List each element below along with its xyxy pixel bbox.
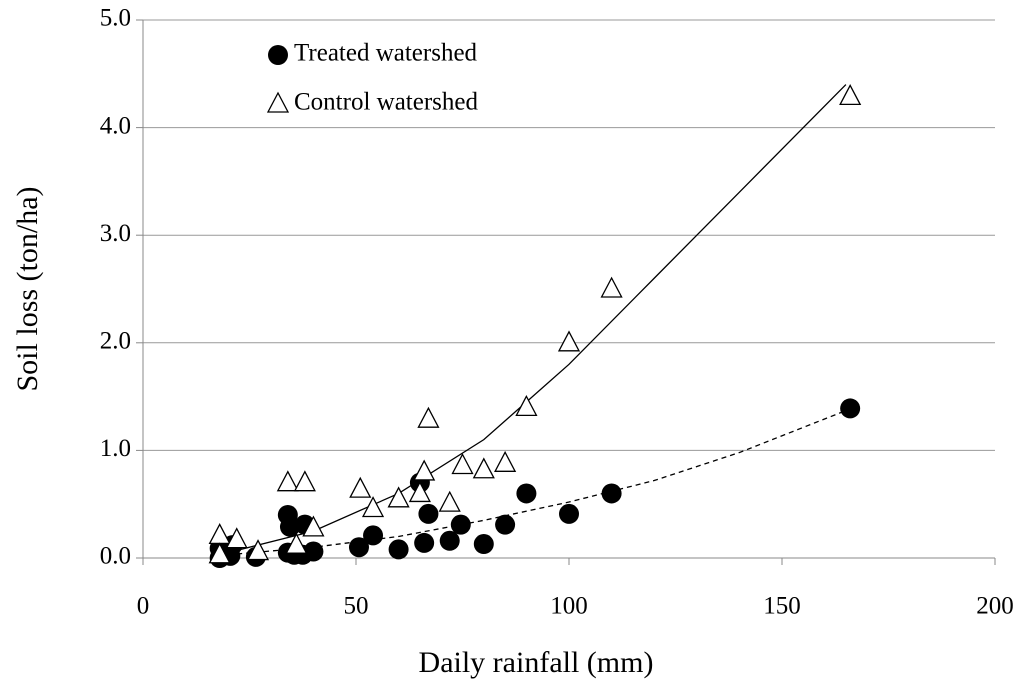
point [473,534,494,555]
x-tick-label: 100 [550,593,588,620]
x-tick-label: 0 [137,593,150,620]
legend-label: Treated watershed [294,40,478,67]
trendline [228,84,847,554]
point [388,539,409,560]
point [559,503,579,524]
point [225,527,248,549]
point [839,84,862,106]
point [495,514,516,535]
point [516,483,537,504]
point [408,481,431,503]
point [285,532,308,554]
point [279,516,300,537]
point [276,470,299,492]
point [348,537,369,558]
point [387,486,410,508]
point [302,515,325,537]
trendline [228,409,847,556]
point [840,398,861,419]
point [438,490,461,512]
y-axis-title: Soil loss (ton/ha) [11,186,44,391]
point [246,539,270,561]
point [494,450,517,472]
point [600,276,623,298]
point [293,470,316,492]
point [208,523,231,545]
point [601,483,622,504]
point [450,514,471,535]
point [208,542,231,564]
point [349,476,372,498]
point [417,406,440,428]
point [363,525,384,546]
point [557,330,581,352]
point [361,496,385,518]
y-tick-label: 1.0 [100,435,131,462]
y-tick-label: 5.0 [100,5,131,32]
point [451,453,474,475]
y-tick-label: 0.0 [100,543,131,570]
x-tick-label: 150 [763,593,801,620]
point [303,541,324,562]
x-tick-label: 50 [344,593,369,620]
point [515,394,538,417]
x-tick-label: 200 [976,593,1014,620]
point [439,530,460,551]
y-tick-label: 2.0 [100,328,131,355]
x-axis-title: Daily rainfall (mm) [419,646,654,679]
point [414,532,435,553]
point [472,457,495,479]
point [418,503,439,524]
y-tick-label: 4.0 [100,112,131,139]
point [413,459,436,481]
legend-marker [268,45,288,65]
y-tick-label: 3.0 [100,220,131,247]
legend-label: Control watershed [294,89,478,116]
legend-marker [266,91,290,113]
